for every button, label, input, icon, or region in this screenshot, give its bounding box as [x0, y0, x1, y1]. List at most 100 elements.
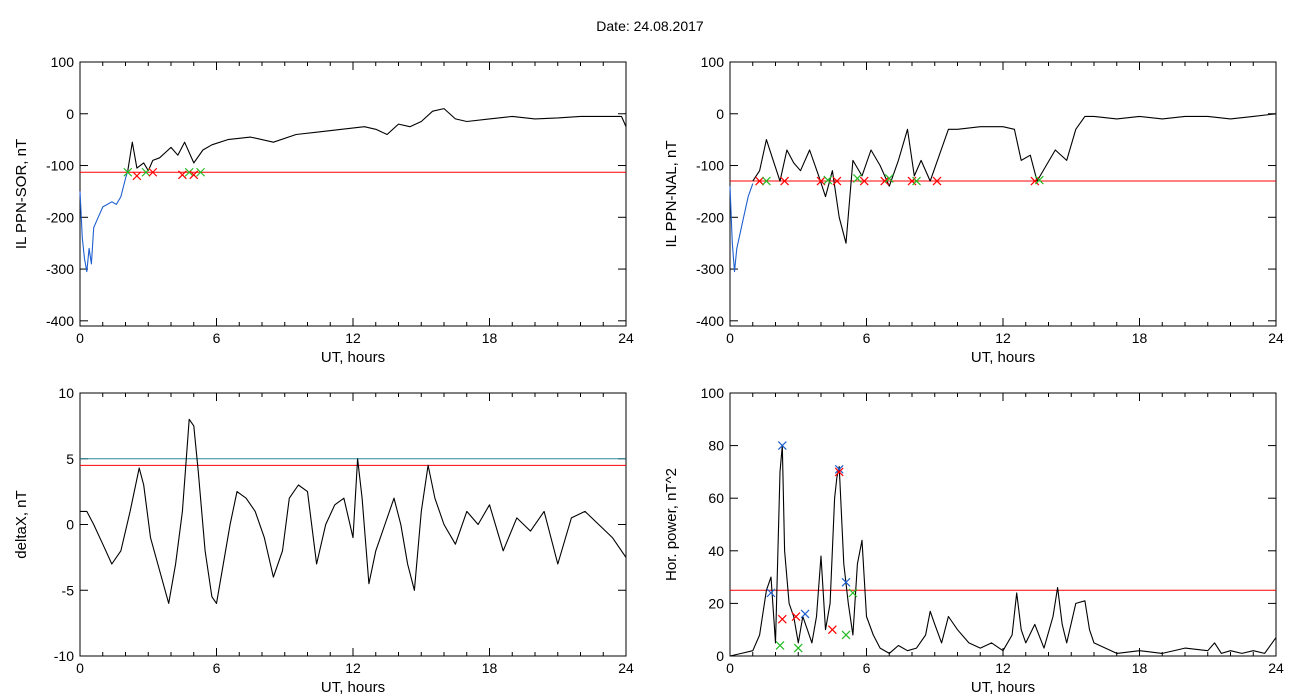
x-tick-label: 24	[618, 330, 634, 346]
y-tick-label: -200	[696, 209, 724, 225]
plot-frame	[729, 392, 1277, 657]
page-title: Date: 24.08.2017	[596, 18, 704, 34]
y-axis-label: deltaX, nT	[13, 490, 30, 558]
x-marker-stroke	[177, 170, 187, 180]
x-marker	[859, 176, 869, 186]
x-tick-label: 12	[345, 660, 361, 676]
x-marker-stroke	[912, 176, 921, 186]
y-tick-label: 0	[66, 517, 74, 533]
x-marker	[184, 167, 194, 177]
panel-il-ppn-nal: 0 6 12 18 24 100 0 -100 -200 -300 -400 UT, hours IL …	[663, 54, 1284, 366]
x-marker	[123, 167, 133, 177]
x-marker-stroke	[932, 176, 942, 186]
x-marker-stroke	[823, 175, 833, 185]
y-tick-label: 5	[66, 451, 74, 467]
x-marker	[880, 176, 890, 186]
x-tick-label: 18	[482, 330, 498, 346]
x-tick-label: 6	[213, 330, 221, 346]
x-tick-label: 24	[1268, 660, 1284, 676]
x-marker	[884, 174, 894, 183]
x-tick-label: 18	[1132, 330, 1148, 346]
x-marker	[852, 174, 862, 183]
y-tick-label: 40	[708, 543, 724, 559]
series-line	[729, 183, 754, 273]
series-line	[127, 108, 627, 172]
x-tick-label: 0	[726, 660, 734, 676]
plot-frame	[729, 61, 1277, 327]
x-tick-label: 18	[482, 660, 498, 676]
x-marker-stroke	[880, 176, 890, 186]
y-tick-label: 20	[708, 595, 724, 611]
series-line	[752, 113, 1277, 244]
x-tick-label: 6	[213, 660, 221, 676]
x-marker	[834, 464, 844, 474]
y-tick-label: -200	[46, 209, 74, 225]
x-marker	[777, 614, 787, 624]
panel-il-ppn-sor: 0 6 12 18 24 100 0 -100 -200 -300 -400 UT, hours IL …	[13, 54, 634, 366]
x-tick-label: 0	[76, 660, 84, 676]
x-marker-stroke	[777, 614, 787, 624]
y-tick-label: -5	[62, 582, 75, 598]
y-axis-label: IL PPN-NAL, nT	[663, 141, 680, 248]
x-marker	[755, 176, 764, 186]
x-marker	[841, 577, 851, 587]
y-tick-label: -400	[696, 313, 724, 329]
x-marker-stroke	[884, 174, 894, 183]
x-tick-label: 0	[76, 330, 84, 346]
x-axis-label: UT, hours	[321, 679, 385, 696]
x-marker	[780, 176, 790, 186]
y-tick-label: -100	[696, 158, 724, 174]
x-marker-stroke	[755, 176, 764, 186]
x-marker	[912, 176, 921, 186]
x-tick-label: 24	[1268, 330, 1284, 346]
x-marker	[189, 170, 199, 180]
x-marker	[848, 588, 858, 598]
x-marker-stroke	[123, 167, 133, 177]
y-tick-label: 100	[701, 385, 725, 401]
y-tick-label: 100	[701, 54, 725, 70]
panel-deltax: 0 6 12 18 24 10 5 0 -5 -10 UT, hours deltaX, nT	[13, 385, 634, 696]
y-tick-label: 60	[708, 490, 724, 506]
x-marker-stroke	[848, 588, 858, 598]
x-axis-label: UT, hours	[321, 349, 385, 366]
x-marker-stroke	[761, 176, 771, 186]
x-axis-label: UT, hours	[971, 349, 1035, 366]
y-tick-label: -100	[46, 158, 74, 174]
x-marker	[823, 175, 833, 185]
x-marker-stroke	[148, 167, 158, 177]
x-marker	[766, 588, 776, 598]
x-marker	[1034, 175, 1044, 185]
x-marker-stroke	[832, 176, 842, 186]
x-marker	[832, 176, 842, 186]
x-tick-label: 12	[345, 330, 361, 346]
x-marker-stroke	[834, 464, 844, 474]
y-tick-label: 0	[716, 648, 724, 664]
x-marker	[177, 170, 187, 180]
x-marker	[841, 630, 851, 640]
x-marker	[834, 467, 844, 477]
x-tick-label: 12	[995, 330, 1011, 346]
x-marker-stroke	[1034, 175, 1044, 185]
x-marker-stroke	[196, 167, 205, 177]
x-marker-stroke	[841, 577, 851, 587]
plot-frame	[79, 392, 627, 657]
x-marker-stroke	[816, 176, 826, 186]
panel-hor-power: 0 6 12 18 24 100 80 60 40 20 0 UT, hours Hor. power,…	[663, 385, 1284, 696]
x-marker	[148, 167, 158, 177]
y-axis-label: Hor. power, nT^2	[663, 468, 680, 581]
y-tick-label: 100	[51, 54, 75, 70]
x-marker-stroke	[791, 612, 801, 621]
x-marker	[791, 612, 801, 621]
x-tick-label: 6	[863, 660, 871, 676]
x-marker	[761, 176, 771, 186]
x-marker-stroke	[189, 170, 199, 180]
y-tick-label: -300	[696, 261, 724, 277]
x-marker	[775, 641, 785, 650]
x-marker	[827, 625, 837, 635]
y-axis-label: IL PPN-SOR, nT	[13, 139, 30, 249]
x-marker-stroke	[841, 630, 851, 640]
x-marker	[141, 167, 151, 177]
x-marker-stroke	[141, 167, 151, 177]
x-tick-label: 0	[726, 330, 734, 346]
